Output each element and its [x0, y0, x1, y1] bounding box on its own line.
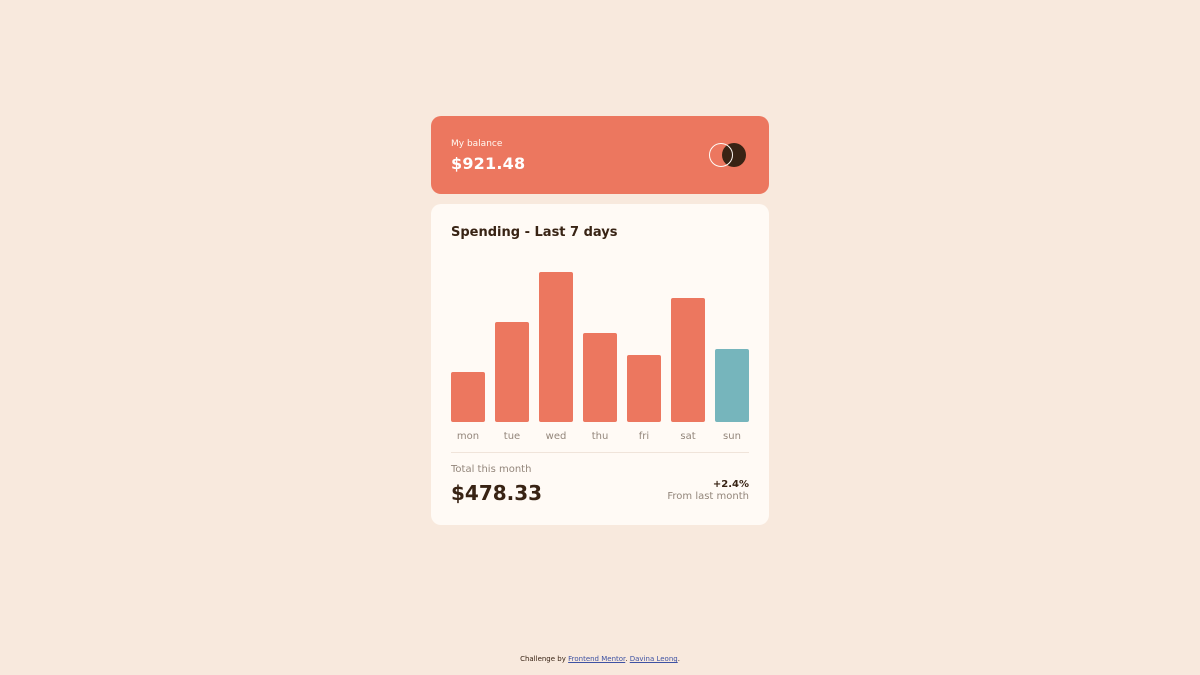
spending-chart: mon tue wed thu fri sat sun [451, 258, 749, 448]
day-label-sat: sat [680, 431, 695, 442]
total-amount: $478.33 [451, 481, 543, 505]
balance-text: My balance $921.48 [451, 137, 525, 173]
day-label-tue: tue [504, 431, 520, 442]
attribution: Challenge by Frontend Mentor. Davina Leo… [0, 655, 1200, 663]
bar-wed[interactable] [539, 272, 573, 422]
frontend-mentor-link[interactable]: Frontend Mentor [568, 655, 626, 663]
day-label-fri: fri [639, 431, 649, 442]
balance-card: My balance $921.48 [431, 116, 769, 194]
attribution-suffix: . [677, 655, 680, 663]
logo-circle-outline [709, 143, 733, 167]
total-label: Total this month [451, 464, 532, 475]
balance-amount: $921.48 [451, 154, 526, 173]
spending-title: Spending - Last 7 days [451, 225, 618, 240]
bar-sat[interactable] [671, 298, 705, 422]
author-link[interactable]: Davina Leong [629, 655, 678, 663]
day-label-thu: thu [592, 431, 609, 442]
spending-card: Spending - Last 7 days mon tue wed thu fri sa… [431, 204, 769, 525]
balance-label: My balance [451, 139, 503, 149]
divider [451, 452, 749, 453]
day-label-sun: sun [723, 431, 741, 442]
change-label: From last month [667, 491, 749, 502]
circles-logo-icon [709, 141, 749, 169]
bar-thu[interactable] [583, 332, 617, 422]
bar-mon[interactable] [451, 372, 485, 422]
change-percent: +2.4% [712, 479, 749, 490]
bar-fri[interactable] [627, 354, 661, 422]
chart-svg: mon tue wed thu fri sat sun [451, 272, 749, 442]
day-label-mon: mon [457, 431, 479, 442]
attribution-prefix: Challenge by [520, 655, 569, 663]
bar-sun[interactable] [715, 349, 749, 422]
day-label-wed: wed [546, 431, 567, 442]
attribution-separator: . [625, 655, 630, 663]
bar-tue[interactable] [495, 321, 529, 422]
